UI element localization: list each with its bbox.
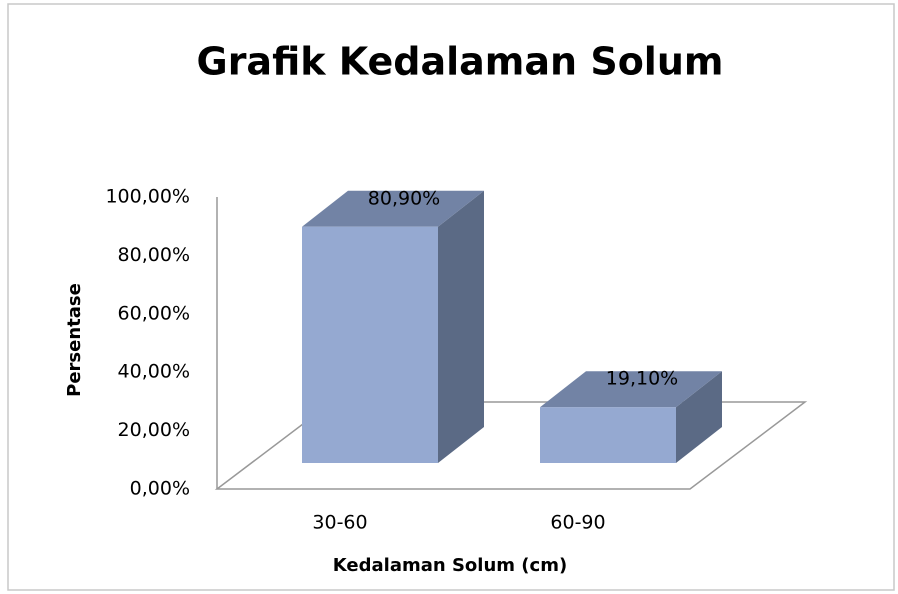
bar [540, 407, 676, 463]
x-axis-label: Kedalaman Solum (cm) [333, 555, 567, 576]
bar [302, 226, 438, 463]
y-tick-label: 40,00% [118, 361, 190, 383]
bar-side [438, 190, 484, 463]
x-tick-label: 30-60 [312, 512, 367, 534]
data-label: 80,90% [368, 187, 440, 209]
y-tick-label: 80,00% [118, 244, 190, 266]
y-tick-label: 20,00% [118, 419, 190, 441]
data-label: 19,10% [606, 368, 678, 390]
y-axis-label: Persentase [64, 283, 85, 397]
bar-top [540, 371, 722, 408]
floor [214, 401, 808, 490]
x-tick-label: 60-90 [550, 512, 605, 534]
y-tick-label: 60,00% [118, 302, 190, 324]
bar-side [676, 371, 722, 463]
y-tick-label: 0,00% [130, 478, 190, 500]
y-tick-label: 100,00% [105, 186, 190, 208]
chart-title: Grafik Kedalaman Solum [197, 40, 724, 84]
bar-top [302, 190, 484, 227]
